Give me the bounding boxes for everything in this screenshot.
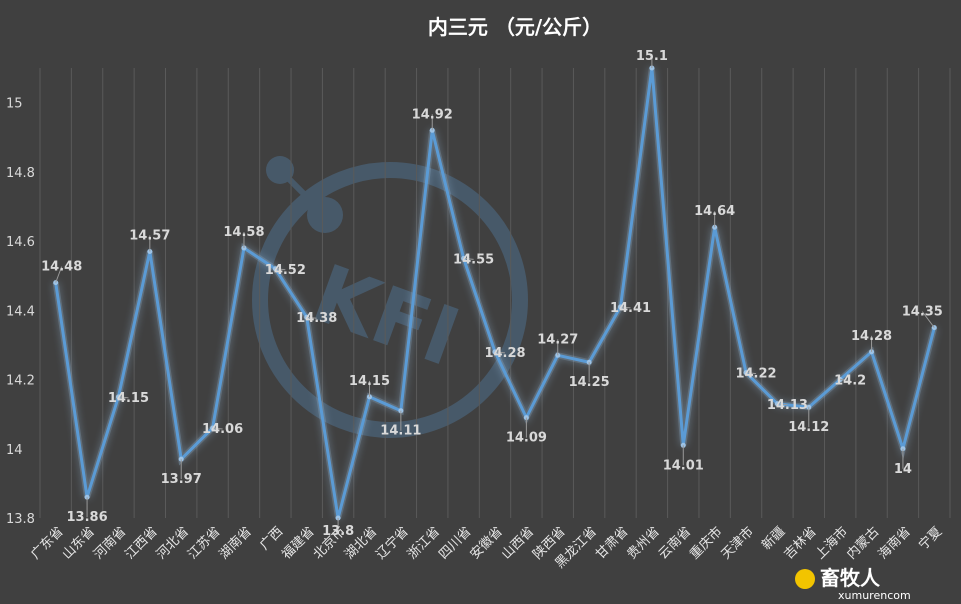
watermark-brand: 畜牧人 xumurencom	[795, 566, 911, 602]
data-label-leader	[212, 427, 223, 430]
data-label-leader	[921, 311, 935, 328]
data-label: 14	[894, 462, 912, 477]
data-label: 14.13	[767, 398, 808, 413]
watermark: KFI	[252, 156, 528, 438]
x-tick-label: 浙江省	[405, 524, 443, 562]
data-label: 14.28	[484, 346, 525, 361]
x-tick-label: 云南省	[655, 524, 694, 563]
x-tick-label: 安徽省	[468, 524, 506, 562]
data-label-leader	[745, 372, 757, 375]
data-label-leader	[777, 403, 788, 406]
series-line-glow	[52, 67, 938, 519]
data-label: 13.86	[67, 510, 108, 525]
y-tick-label: 14.2	[6, 374, 35, 389]
series-line	[52, 65, 938, 521]
data-label-leader	[306, 316, 317, 319]
data-label: 14.06	[202, 422, 243, 437]
y-tick-label: 13.8	[6, 512, 35, 527]
grid	[39, 68, 951, 518]
data-label: 14.55	[453, 252, 494, 267]
x-tick-label: 山西省	[499, 524, 537, 562]
x-tick-label: 辽宁省	[373, 524, 412, 563]
data-label: 14.57	[129, 228, 170, 243]
data-label: 14.48	[41, 260, 82, 275]
x-tick-label: 江西省	[122, 524, 160, 562]
data-label: 14.01	[663, 458, 704, 473]
y-tick-label: 15	[6, 97, 23, 112]
data-label: 14.11	[380, 424, 421, 439]
y-tick-label: 14	[6, 443, 23, 458]
data-label: 13.8	[322, 524, 354, 539]
data-label-leader	[118, 396, 129, 399]
data-label-leader	[494, 351, 506, 354]
data-label: 14.2	[834, 374, 866, 389]
y-tick-label: 14.4	[6, 304, 35, 319]
y-tick-label: 14.6	[6, 235, 35, 250]
watermark-molecule-icon	[307, 197, 343, 233]
data-label: 14.28	[851, 329, 892, 344]
data-label-leader	[275, 268, 286, 271]
data-labels: 14.48 13.86 14.15 14.57 13.97 14.06 14.58 14.52…	[41, 49, 943, 539]
data-label-leader	[620, 306, 631, 309]
data-label: 14.15	[108, 391, 149, 406]
heart-logo-icon	[795, 569, 815, 589]
chart-title: 内三元 （元/公斤）	[428, 15, 602, 39]
data-label: 14.12	[788, 420, 829, 435]
data-label-leader	[463, 257, 474, 260]
data-label: 14.35	[902, 305, 943, 320]
data-label: 14.38	[296, 311, 337, 326]
x-tick-label: 吉林省	[781, 524, 819, 562]
x-tick-label: 宁夏	[915, 524, 945, 554]
data-label-leader	[840, 379, 851, 382]
y-axis: 13.8 14 14.2 14.4 14.6 14.8 15	[6, 97, 35, 527]
x-tick-label: 河南省	[90, 524, 129, 563]
x-tick-label: 天津市	[718, 524, 757, 563]
data-label: 13.97	[161, 472, 202, 487]
data-label: 14.41	[610, 301, 651, 316]
watermark-molecule-bond	[277, 167, 328, 218]
watermark-molecule-icon	[266, 156, 294, 184]
data-label: 14.27	[537, 332, 578, 347]
x-tick-label: 福建省	[279, 524, 317, 562]
x-tick-label: 湖南省	[216, 524, 255, 563]
data-label: 14.22	[735, 367, 776, 382]
data-label: 14.09	[506, 431, 547, 446]
x-tick-label: 上海市	[812, 524, 851, 563]
x-tick-label: 山东省	[60, 524, 98, 562]
data-label: 14.92	[412, 107, 453, 122]
x-tick-label: 重庆市	[687, 524, 726, 563]
data-label: 14.58	[223, 225, 264, 240]
x-tick-label: 贵州省	[625, 524, 663, 562]
data-label: 15.1	[636, 49, 668, 64]
x-tick-label: 甘肃省	[593, 524, 631, 562]
data-label: 14.15	[349, 374, 390, 389]
x-tick-label: 内蒙古	[843, 524, 882, 563]
x-tick-label: 河北省	[154, 524, 192, 562]
data-label: 14.52	[265, 263, 306, 278]
x-tick-label: 海南省	[875, 524, 914, 563]
x-tick-label: 四川省	[436, 524, 474, 562]
x-tick-label: 江苏省	[185, 524, 224, 563]
data-label: 14.64	[694, 204, 735, 219]
x-tick-label: 广东省	[28, 524, 66, 562]
data-label: 14.25	[569, 375, 610, 390]
watermark-brand-text: 畜牧人	[820, 566, 881, 590]
watermark-site-text: xumurencom	[838, 589, 911, 602]
y-tick-label: 14.8	[6, 166, 35, 181]
data-label-leader	[55, 266, 63, 283]
